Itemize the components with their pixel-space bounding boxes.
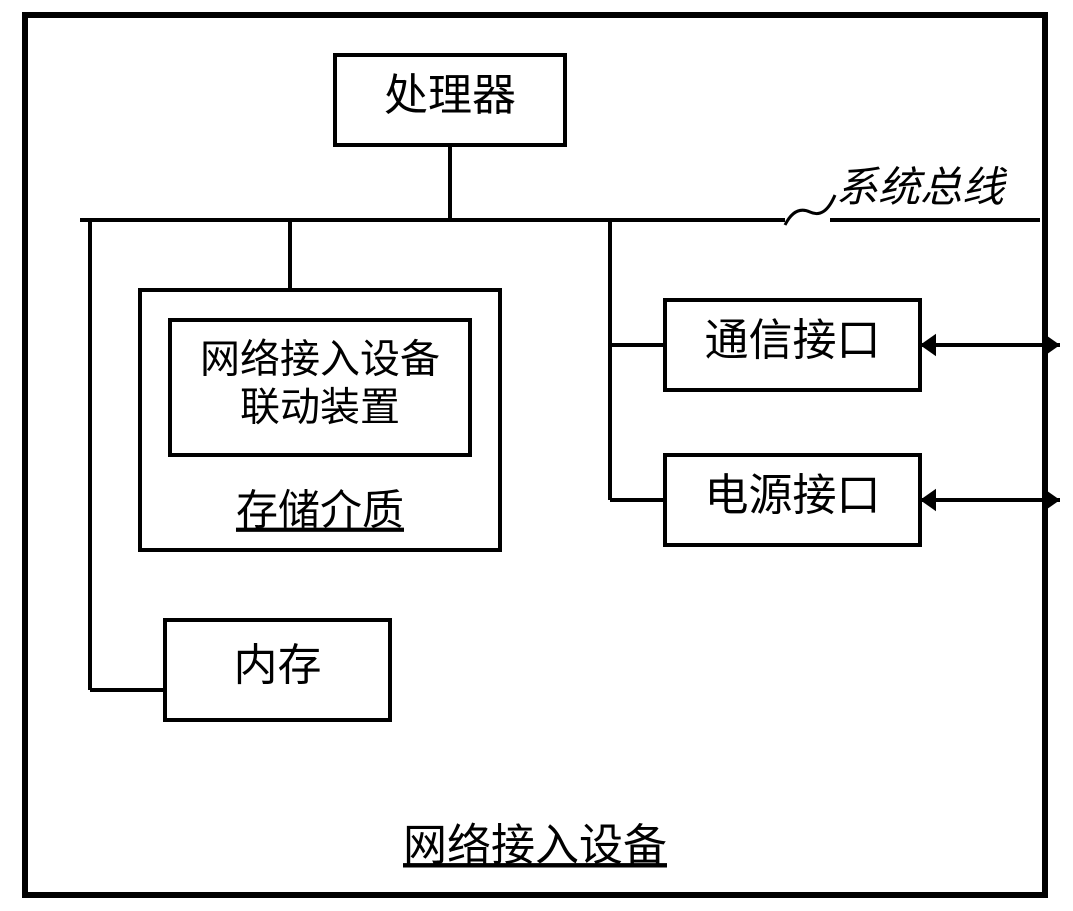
bus-label: 系统总线 — [836, 166, 1008, 212]
storage-medium-label: 存储介质 — [236, 489, 404, 535]
power-interface-label: 电源接口 — [705, 471, 881, 520]
linkage-label-1: 网络接入设备 — [200, 337, 440, 382]
linkage-label-2: 联动装置 — [240, 385, 400, 430]
diagram-canvas: 处理器系统总线网络接入设备联动装置存储介质内存通信接口电源接口网络接入设备 — [0, 0, 1073, 911]
memory-label: 内存 — [234, 641, 322, 690]
device-caption: 网络接入设备 — [403, 821, 667, 870]
comm-interface-label: 通信接口 — [705, 316, 881, 365]
processor-label: 处理器 — [384, 71, 516, 120]
